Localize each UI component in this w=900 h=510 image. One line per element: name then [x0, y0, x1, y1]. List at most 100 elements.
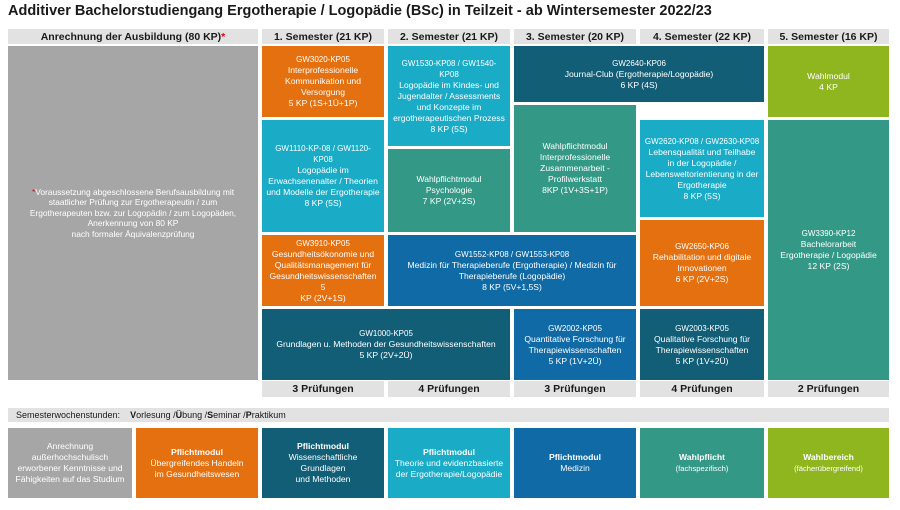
module-credits: 8 KP (5S)	[304, 198, 342, 208]
pruefungen-semester-2: 4 Prüfungen	[388, 381, 510, 397]
module-credits: 6 KP (4S)	[620, 79, 658, 90]
module-text: Gesundheitsökonomie und	[271, 248, 375, 259]
module-text: Profilwerkstatt	[548, 174, 602, 184]
module-credits: 5 KP (1V+2Ü)	[675, 355, 729, 366]
module-text: Grundlagen u. Methoden der Gesundheitswi…	[276, 339, 496, 349]
module-text: Medizin für Therapieberufe (Ergotherapie…	[407, 259, 617, 270]
legend-title: Pflichtmodul	[422, 446, 476, 457]
module-gw1552[interactable]: GW1552-KP08 / GW1553-KP08 Medizin für Th…	[388, 235, 636, 306]
module-code: GW1110-KP-08 / GW1120-KP08	[275, 144, 371, 164]
note-line: staatlicher Prüfung zur Ergotherapeutin …	[48, 197, 218, 208]
module-code: GW2650-KP06	[675, 242, 729, 251]
sws-p-rest: raktikum	[251, 410, 286, 420]
module-text: und Modelle der Ergotherapie	[266, 187, 380, 197]
legend-text: und Methoden	[295, 474, 351, 484]
legend-text: Wissenschaftliche Grundlagen	[288, 452, 358, 473]
sws-p: P	[245, 410, 252, 420]
module-code: GW3910-KP05	[296, 238, 350, 248]
legend-pflichtmodul-theorie: Pflichtmodul Theorie und evidenzbasierte…	[388, 428, 510, 498]
sws-u: Ü	[175, 410, 183, 420]
anrechnung-note-block: *Voraussetzung abgeschlossene Berufsausb…	[8, 46, 258, 380]
legend-text: außerhochschulisch	[31, 452, 109, 462]
module-credits: 5 KP (2V+2Ü)	[359, 350, 413, 360]
legend-title: Wahlbereich	[803, 452, 854, 462]
module-gw3910[interactable]: GW3910-KP05 Gesundheitsökonomie und Qual…	[262, 235, 384, 306]
legend-text: Anrechnung	[46, 441, 94, 451]
module-credits: 5 KP (1S+1Ü+1P)	[288, 98, 358, 108]
legend-text: im Gesundheitswesen	[154, 468, 240, 479]
module-text: Rehabilitation und digitale	[652, 252, 752, 262]
module-text: Kommunikation und	[285, 76, 361, 86]
module-text: Logopädie im	[297, 165, 349, 175]
legend-wahlpflicht: Wahlpflicht (fachspezifisch)	[640, 428, 764, 498]
legend-title: Pflichtmodul	[548, 452, 602, 462]
legend-text: erworbener Kenntnisse und	[17, 463, 123, 473]
sws-s: S	[207, 410, 214, 420]
module-gw2650[interactable]: GW2650-KP06 Rehabilitation und digitale …	[640, 220, 764, 306]
header-anrechnung-star: *	[221, 30, 226, 43]
note-star: *	[31, 186, 36, 197]
legend-text: Medizin	[560, 463, 590, 473]
module-credits: 12 KP (2S)	[807, 261, 850, 271]
module-text: Journal-Club (Ergotherapie/Logopädie)	[564, 68, 714, 79]
module-text: Zusammenarbeit -	[540, 163, 610, 173]
legend-anrechnung: Anrechnung außerhochschulisch erworbener…	[8, 428, 132, 498]
module-gw3390[interactable]: GW3390-KP12 Bachelorarbeit Ergotherapie …	[768, 120, 889, 380]
module-credits: 8 KP (5V+1,5S)	[482, 281, 542, 292]
pruefungen-semester-1: 3 Prüfungen	[262, 381, 384, 397]
module-text: Erwachsenenalter / Theorien	[268, 176, 378, 186]
module-text: Quantitative Forschung für	[524, 333, 626, 344]
module-text: ergotherapeutischen Prozess	[393, 112, 505, 123]
module-gw2002[interactable]: GW2002-KP05 Quantitative Forschung für T…	[514, 309, 636, 380]
module-text: Lebensweltorientierung in der	[645, 168, 759, 179]
module-gw1000[interactable]: GW1000-KP05 Grundlagen u. Methoden der G…	[262, 309, 510, 380]
module-credits: 6 KP (2V+2S)	[675, 274, 729, 284]
module-text: in der Logopädie /	[667, 157, 737, 168]
module-gw2003[interactable]: GW2003-KP05 Qualitative Forschung für Th…	[640, 309, 764, 380]
module-wahlpflicht-interprofessionelle[interactable]: Wahlpflichtmodul Interprofessionelle Zus…	[514, 105, 636, 232]
header-anrechnung: Anrechnung der Ausbildung (80 KP) *	[8, 29, 258, 44]
sws-v-rest: orlesung /	[136, 410, 176, 420]
legend-text: Theorie und evidenzbasierte	[394, 457, 504, 468]
module-text: Therapieberufe (Logopädie)	[458, 270, 566, 281]
legend-text: (fachspezifisch)	[675, 464, 729, 473]
pruefungen-semester-3: 3 Prüfungen	[514, 381, 636, 397]
module-gw1530[interactable]: GW1530-KP08 / GW1540-KP08 Logopädie im K…	[388, 46, 510, 146]
module-credits: 4 KP	[819, 81, 838, 92]
module-code: GW2620-KP08 / GW2630-KP08	[644, 136, 760, 146]
module-credits: 8KP (1V+3S+1P)	[542, 185, 608, 195]
module-text: Innovationen	[677, 263, 727, 273]
note-line: Anerkennung von 80 KP	[87, 218, 179, 229]
module-code: GW3390-KP12	[801, 229, 856, 238]
pruefungen-semester-5: 2 Prüfungen	[768, 381, 889, 397]
legend-pflichtmodul-handeln: Pflichtmodul Übergreifendes Handeln im G…	[136, 428, 258, 498]
module-gw2620[interactable]: GW2620-KP08 / GW2630-KP08 Lebensqualität…	[640, 120, 764, 217]
module-gw1110[interactable]: GW1110-KP-08 / GW1120-KP08 Logopädie im …	[262, 120, 384, 232]
module-text: Wahlmodul	[807, 70, 850, 81]
legend-text: Fähigkeiten auf das Studium	[15, 474, 125, 484]
module-code: GW2003-KP05	[675, 323, 729, 333]
note-line: nach formaler Äquivalenzprüfung	[71, 228, 195, 239]
note-line: Ergotherapeuten bzw. zur Logopädin / zum…	[29, 207, 237, 218]
legend-text: Übergreifendes Handeln	[150, 457, 244, 468]
pruefungen-semester-4: 4 Prüfungen	[640, 381, 764, 397]
module-text: Bachelorarbeit	[800, 239, 857, 249]
module-wahlmodul[interactable]: Wahlmodul 4 KP	[768, 46, 889, 117]
legend-title: Pflichtmodul	[296, 441, 350, 451]
module-code: GW1530-KP08 / GW1540-KP08	[401, 58, 497, 79]
module-wahlpflicht-psychologie[interactable]: Wahlpflichtmodul Psychologie 7 KP (2V+2S…	[388, 149, 510, 232]
legend-title: Wahlpflicht	[679, 452, 725, 462]
module-text: Psychologie	[425, 185, 473, 195]
module-credits: 8 KP (5S)	[683, 190, 721, 201]
sws-s-rest: eminar /	[213, 410, 246, 420]
module-code: GW1552-KP08 / GW1553-KP08	[454, 249, 570, 259]
module-gw3020[interactable]: GW3020-KP05 Interprofessionelle Kommunik…	[262, 46, 384, 117]
module-text: Gesundheitswissenschaften 5	[269, 270, 377, 292]
module-gw2640[interactable]: GW2640-KP06 Journal-Club (Ergotherapie/L…	[514, 46, 764, 102]
module-text: Logopädie im Kindes- und	[399, 79, 499, 90]
module-text: Interprofessionelle	[539, 152, 611, 162]
module-text: Jugendalter / Assessments	[397, 90, 501, 101]
module-code: GW2640-KP06	[612, 58, 666, 68]
module-text: Qualitative Forschung für	[653, 333, 750, 344]
